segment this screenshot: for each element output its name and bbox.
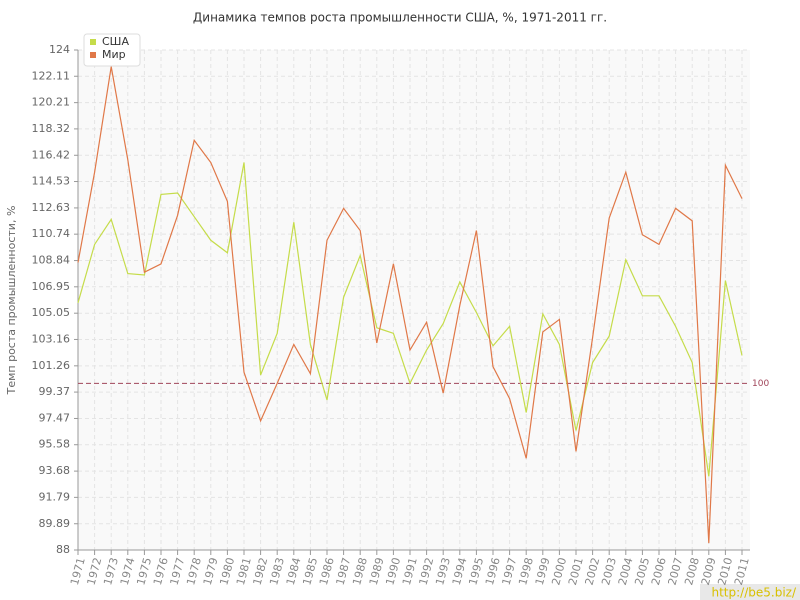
- y-tick-label: 105.05: [32, 306, 71, 319]
- legend-swatch: [90, 52, 96, 58]
- y-tick-label: 89.89: [39, 517, 71, 530]
- y-tick-label: 88: [56, 543, 70, 556]
- series-line: [77, 66, 743, 544]
- legend-box: [83, 33, 141, 67]
- y-tick-label: 97.47: [39, 411, 71, 424]
- y-tick-label: 95.58: [39, 438, 71, 451]
- y-tick-label: 99.37: [39, 385, 71, 398]
- y-tick-label: 116.42: [32, 148, 71, 161]
- y-tick-label: 118.32: [32, 122, 71, 135]
- y-tick-label: 91.79: [39, 490, 71, 503]
- y-tick-label: 108.84: [32, 254, 71, 267]
- watermark: http://be5.biz/: [711, 586, 796, 600]
- y-tick-label: 124: [49, 43, 70, 56]
- y-tick-label: 101.26: [32, 359, 71, 372]
- legend-swatch: [90, 39, 96, 45]
- plot-area: [78, 50, 750, 550]
- watermark-bg: [700, 584, 800, 600]
- y-tick-label: 114.53: [32, 175, 71, 188]
- series-line: [77, 162, 743, 477]
- y-tick-label: 120.21: [32, 96, 71, 109]
- y-tick-label: 93.68: [39, 464, 71, 477]
- y-tick-label: 103.16: [32, 332, 71, 345]
- y-tick-label: 110.74: [32, 227, 71, 240]
- reference-label: 100: [752, 379, 769, 389]
- chart-title: Динамика темпов роста промышленности США…: [193, 11, 607, 25]
- x-tick-label: 2011: [732, 556, 752, 586]
- legend-label: Мир: [102, 48, 126, 61]
- y-axis-label: Темп роста промышленности, %: [5, 206, 18, 396]
- y-tick-label: 112.63: [32, 201, 71, 214]
- legend-label: США: [102, 35, 129, 48]
- y-tick-label: 122.11: [32, 69, 71, 82]
- y-tick-label: 106.95: [32, 280, 71, 293]
